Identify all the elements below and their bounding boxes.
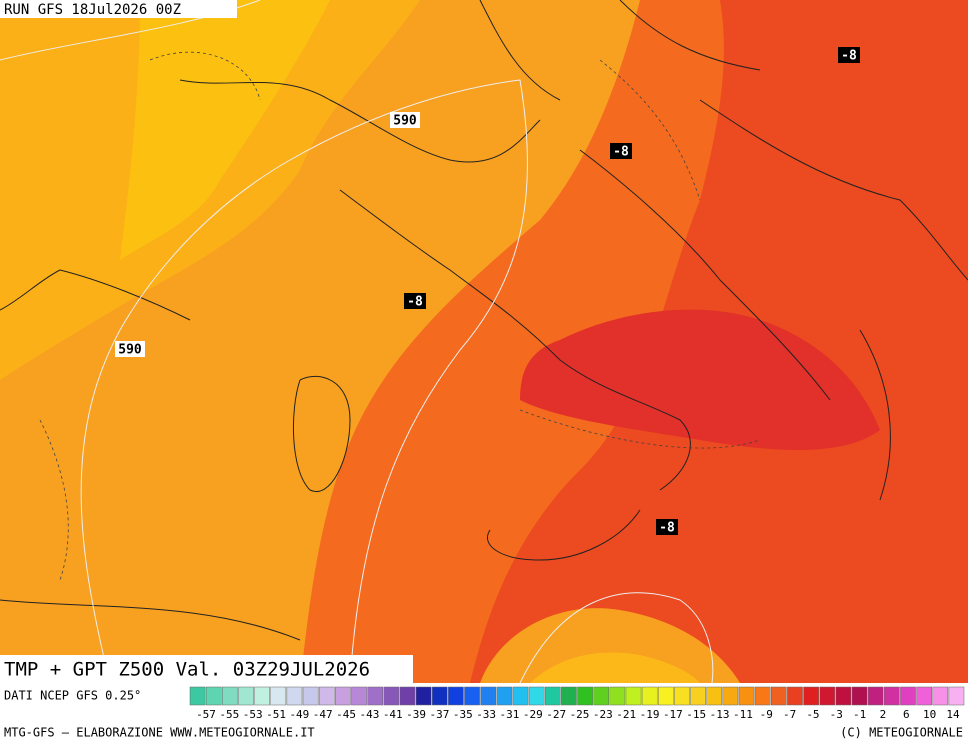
colorbar-label: -53 <box>243 708 263 721</box>
colorbar-swatch <box>819 686 836 706</box>
colorbar-swatch <box>851 686 868 706</box>
colorbar-swatch <box>577 686 593 706</box>
colorbar-label: -51 <box>266 708 286 721</box>
colorbar-swatch <box>867 686 884 706</box>
colorbar-swatch <box>351 686 367 706</box>
colorbar-label: -29 <box>523 708 543 721</box>
colorbar-label: -41 <box>383 708 403 721</box>
colorbar-swatch <box>625 686 642 706</box>
colorbar-swatch <box>544 686 561 706</box>
contour-label: -8 <box>841 49 857 64</box>
colorbar-swatch <box>771 686 787 706</box>
colorbar-label: -37 <box>430 708 450 721</box>
colorbar-swatch <box>205 686 222 706</box>
colorbar-swatch <box>464 686 480 706</box>
colorbar-swatch <box>674 686 690 706</box>
colorbar-swatch <box>803 686 819 706</box>
colorbar-swatch <box>948 686 965 706</box>
colorbar-swatch <box>189 686 206 706</box>
colorbar: -57 -55 -53 -51 -49 -47 -45 -43 -41 -39 -37 -35 -33-… <box>189 686 965 721</box>
colorbar-swatch <box>286 686 303 706</box>
colorbar-swatch <box>496 686 513 706</box>
colorbar-label: -21 <box>616 708 636 721</box>
colorbar-swatch <box>561 686 577 706</box>
colorbar-label: -17 <box>663 708 683 721</box>
colorbar-swatch <box>884 686 900 706</box>
colorbar-label: -13 <box>710 708 730 721</box>
colorbar-label: -49 <box>289 708 309 721</box>
contour-label: -8 <box>613 145 629 160</box>
colorbar-label: -31 <box>500 708 520 721</box>
colorbar-label: -45 <box>336 708 356 721</box>
map <box>0 0 968 684</box>
colorbar-swatch <box>706 686 723 706</box>
colorbar-label: -11 <box>733 708 753 721</box>
colorbar-label: -23 <box>593 708 613 721</box>
colorbar-label: -7 <box>783 708 796 721</box>
colorbar-swatch <box>835 686 852 706</box>
colorbar-label: -55 <box>219 708 239 721</box>
colorbar-swatch <box>238 686 254 706</box>
colorbar-swatch <box>335 686 351 706</box>
colorbar-swatch <box>932 686 949 706</box>
colorbar-swatch <box>916 686 932 706</box>
colorbar-swatch <box>657 686 674 706</box>
run-header: RUN GFS 18Jul2026 00Z <box>4 2 181 18</box>
colorbar-swatch <box>738 686 755 706</box>
colorbar-swatch <box>787 686 803 706</box>
colorbar-swatch <box>754 686 771 706</box>
footer-right: (C) METEOGIORNALE <box>840 726 963 740</box>
colorbar-swatch <box>512 686 529 706</box>
colorbar-swatch <box>641 686 658 706</box>
colorbar-label: -47 <box>313 708 333 721</box>
colorbar-swatch <box>318 686 335 706</box>
contour-label: -8 <box>407 295 423 310</box>
source: DATI NCEP GFS 0.25° <box>4 689 141 703</box>
colorbar-label: -27 <box>546 708 566 721</box>
colorbar-label: -3 <box>830 708 843 721</box>
colorbar-swatch <box>431 686 448 706</box>
colorbar-swatch <box>383 686 400 706</box>
colorbar-label: -33 <box>476 708 496 721</box>
contour-label: 590 <box>118 343 142 358</box>
map-labels: -8 -8 -8 -8 590 590 <box>115 47 860 536</box>
colorbar-swatch <box>367 686 383 706</box>
colorbar-swatch <box>415 686 432 706</box>
colorbar-label: 6 <box>903 708 910 721</box>
colorbar-swatch <box>302 686 319 706</box>
colorbar-label: -19 <box>640 708 660 721</box>
colorbar-label: -35 <box>453 708 473 721</box>
colorbar-label: -43 <box>359 708 379 721</box>
colorbar-swatch <box>254 686 270 706</box>
colorbar-swatch <box>900 686 916 706</box>
colorbar-swatch <box>399 686 416 706</box>
colorbar-swatch <box>528 686 545 706</box>
colorbar-label: -9 <box>760 708 773 721</box>
colorbar-label: 14 <box>946 708 960 721</box>
colorbar-label: -57 <box>196 708 216 721</box>
colorbar-swatch <box>480 686 497 706</box>
colorbar-label: -25 <box>570 708 590 721</box>
colorbar-swatch <box>690 686 706 706</box>
colorbar-swatch <box>222 686 238 706</box>
colorbar-label: -5 <box>806 708 819 721</box>
colorbar-label: 2 <box>880 708 887 721</box>
colorbar-swatch <box>593 686 610 706</box>
colorbar-swatch <box>270 686 287 706</box>
colorbar-label: -15 <box>686 708 706 721</box>
colorbar-swatch <box>609 686 626 706</box>
map-title: TMP + GPT Z500 Val. 03Z29JUL2026 <box>4 659 370 681</box>
contour-label: -8 <box>659 521 675 536</box>
colorbar-label: 10 <box>923 708 936 721</box>
footer-left: MTG-GFS – ELABORAZIONE WWW.METEOGIORNALE… <box>4 726 315 740</box>
colorbar-swatch <box>722 686 739 706</box>
colorbar-swatch <box>448 686 464 706</box>
colorbar-label: -1 <box>853 708 866 721</box>
colorbar-label: -39 <box>406 708 426 721</box>
contour-label: 590 <box>393 114 417 129</box>
